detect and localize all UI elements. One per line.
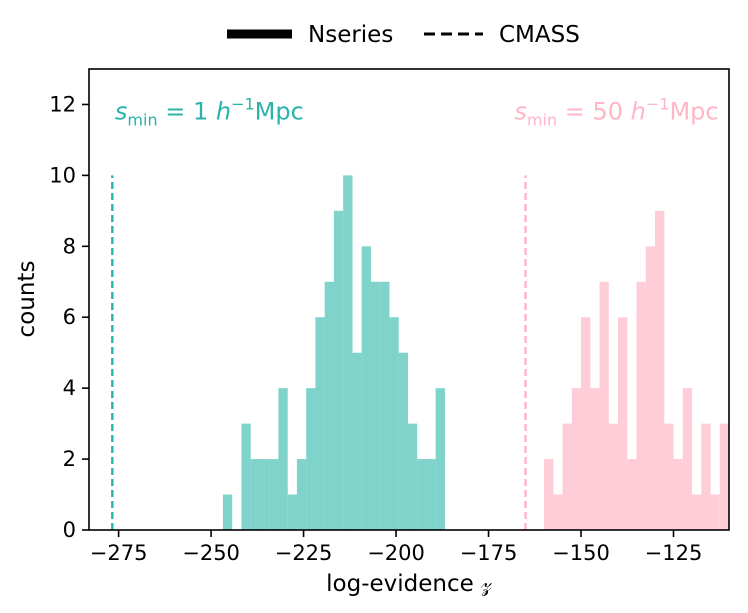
plot-frame <box>88 68 730 531</box>
histogram-bar-1-18 <box>710 494 720 530</box>
histogram-bar-1-7 <box>608 423 619 530</box>
histogram-bar-0-3 <box>259 459 270 530</box>
histogram-bar-0-19 <box>407 423 418 530</box>
histogram-bar-1-3 <box>571 388 582 530</box>
histogram-bar-0-15 <box>370 281 381 530</box>
histogram-bar-1-13 <box>664 423 674 530</box>
y-tick-label: 8 <box>63 234 76 258</box>
legend-label-cmass: CMASS <box>499 22 580 48</box>
histogram-bar-0-22 <box>435 388 445 530</box>
x-tick-label: −125 <box>645 541 703 565</box>
y-axis-label: counts <box>14 261 40 338</box>
histogram-bar-1-19 <box>719 423 730 530</box>
histogram-bar-0-17 <box>389 317 399 530</box>
legend-label-nseries: Nseries <box>308 22 393 48</box>
histogram-bar-0-2 <box>250 459 260 530</box>
annotation-smin-1: smin = 50 h−1Mpc <box>514 95 718 130</box>
x-tick-label: −250 <box>182 541 240 565</box>
histogram-bar-1-1 <box>553 494 563 530</box>
x-axis-ticks: −275 −250 −225 −200 −175 −150 −125 <box>90 530 703 565</box>
annotations: smin = 1 h−1Mpc smin = 50 h−1Mpc <box>115 95 719 130</box>
histogram-bar-0-11 <box>333 210 344 530</box>
histogram-bar-1-16 <box>692 494 702 530</box>
histogram-bar-0-5 <box>278 388 288 530</box>
annotation-smin-0: smin = 1 h−1Mpc <box>115 95 304 130</box>
histogram-bar-1-11 <box>645 246 656 530</box>
x-tick-label: −225 <box>275 541 333 565</box>
histogram-bar-1-2 <box>562 423 572 530</box>
y-tick-label: 10 <box>49 163 76 187</box>
histogram-bar-0-16 <box>380 281 390 530</box>
legend: Nseries CMASS <box>227 22 580 48</box>
histogram-bar-0-13 <box>352 352 362 530</box>
histogram-bar-0-12 <box>343 175 353 530</box>
histogram-bar-1-5 <box>590 388 600 530</box>
histogram-bar-0-6 <box>287 494 297 530</box>
y-tick-label: 6 <box>63 305 76 329</box>
y-axis-ticks: 0 2 4 6 8 10 12 <box>49 92 89 542</box>
histogram-bar-1-10 <box>636 281 646 530</box>
reference-lines <box>111 175 527 530</box>
histogram-bar-0-10 <box>324 281 334 530</box>
x-axis-label: log-evidence 𝓏 <box>326 571 492 597</box>
histogram-bar-0-21 <box>426 459 436 530</box>
y-tick-label: 4 <box>63 376 76 400</box>
histogram-bar-0-4 <box>269 459 279 530</box>
y-tick-label: 2 <box>63 447 76 471</box>
histogram-bar-1-17 <box>701 423 711 530</box>
y-tick-label: 12 <box>49 92 76 116</box>
histogram-bar-0-9 <box>315 317 325 530</box>
histogram-bar-0-20 <box>417 459 427 530</box>
histogram-bar-1-9 <box>627 459 637 530</box>
histogram-bars <box>222 175 730 530</box>
y-tick-label: 0 <box>63 518 76 542</box>
histogram-bar-1-4 <box>581 317 591 530</box>
histogram-bar-1-0 <box>544 459 554 530</box>
histogram-bar-0-18 <box>398 352 408 530</box>
histogram-bar-0-14 <box>361 246 371 530</box>
x-tick-label: −150 <box>552 541 610 565</box>
histogram-bar-1-12 <box>655 210 665 530</box>
histogram-bar-1-8 <box>618 317 628 530</box>
histogram-bar-0-1 <box>241 423 251 530</box>
x-tick-label: −200 <box>367 541 425 565</box>
histogram-bar-0-8 <box>306 388 316 530</box>
histogram-bar-1-15 <box>682 388 693 530</box>
histogram-bar-0-7 <box>296 459 307 530</box>
x-tick-label: −175 <box>460 541 518 565</box>
histogram-bar-1-14 <box>673 459 683 530</box>
histogram-bar-1-6 <box>599 281 609 530</box>
histogram-bar-0-0 <box>222 494 233 530</box>
x-tick-label: −275 <box>90 541 148 565</box>
